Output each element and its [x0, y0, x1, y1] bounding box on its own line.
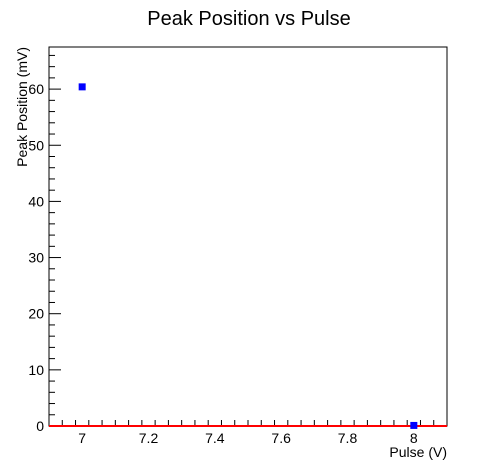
x-tick-label: 7.6 [271, 430, 291, 446]
data-point-layer [78, 83, 418, 429]
x-tick-label: 8 [410, 430, 418, 446]
plot-frame [48, 46, 448, 427]
y-axis-label: Peak Position (mV) [14, 47, 30, 167]
x-axis-label: Pulse (V) [389, 444, 447, 460]
y-tick-label: 50 [28, 137, 44, 153]
x-tick-label: 7.8 [338, 430, 358, 446]
y-tick-label: 40 [28, 193, 44, 209]
y-tick-label: 0 [36, 418, 44, 434]
plot-frame-layer [48, 46, 448, 427]
tick-layer: 0 10 20 30 40 50 60 7 7.2 7.4 7.6 7.8 8 [28, 54, 448, 446]
y-tick-label: 60 [28, 81, 44, 97]
x-tick-label: 7 [78, 430, 86, 446]
data-point [78, 83, 86, 91]
y-tick-label: 30 [28, 250, 44, 266]
y-tick-label: 10 [28, 362, 44, 378]
x-tick-label: 7.4 [205, 430, 225, 446]
y-tick-label: 20 [28, 306, 44, 322]
data-point [410, 421, 418, 429]
x-tick-label: 7.2 [139, 430, 159, 446]
chart-title: Peak Position vs Pulse [147, 8, 350, 30]
